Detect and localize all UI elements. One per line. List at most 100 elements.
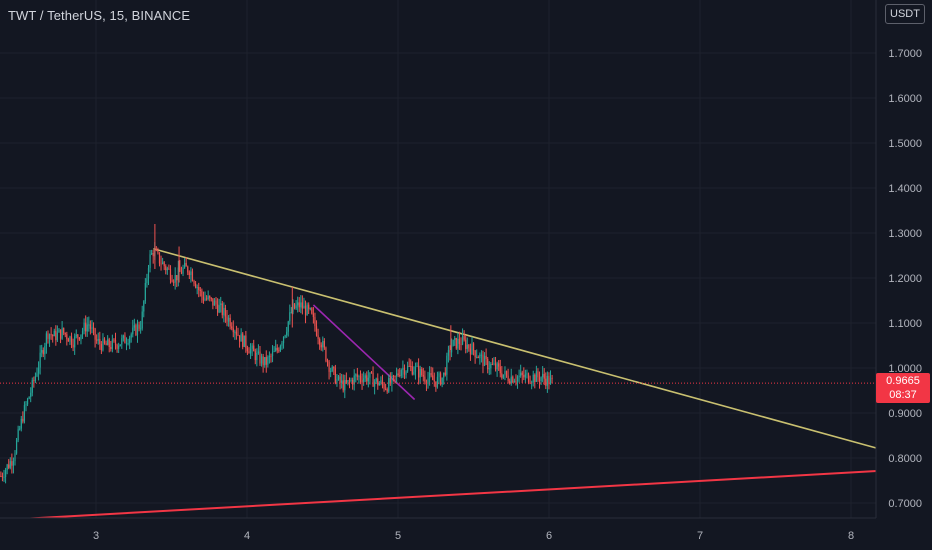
candle-body — [20, 418, 22, 429]
candle-body — [540, 377, 542, 382]
candle-body — [215, 300, 217, 305]
candle-body — [58, 329, 60, 333]
candle-body — [179, 267, 181, 272]
candle-body — [534, 374, 536, 382]
candle-body — [23, 405, 26, 422]
candle-body — [4, 470, 7, 478]
candle-body — [295, 305, 297, 309]
candles[interactable] — [0, 224, 553, 484]
candle-body — [347, 380, 349, 383]
candle-body — [322, 340, 324, 348]
candle-body — [336, 379, 338, 384]
candle-body — [469, 348, 472, 355]
candle-body — [74, 336, 76, 348]
candle-body — [213, 300, 216, 306]
candle-body — [119, 344, 121, 347]
candle-body — [61, 327, 63, 339]
candle-body — [267, 356, 269, 365]
candle-body — [289, 312, 291, 322]
candle-body — [421, 368, 423, 375]
candle-body — [524, 374, 526, 378]
candle-body — [31, 380, 33, 393]
candle-body — [205, 298, 208, 300]
candle-body — [248, 351, 250, 354]
candle-body — [14, 453, 16, 462]
candle-body — [171, 279, 173, 282]
candle-body — [518, 375, 520, 377]
candle-body — [505, 371, 508, 376]
candle-body — [1, 476, 4, 478]
candle-body — [303, 305, 305, 309]
symbol-title[interactable]: TWT / TetherUS, 15, BINANCE — [8, 8, 191, 23]
candle-body — [36, 373, 38, 377]
trendline-lower[interactable] — [0, 470, 877, 522]
candle-body — [6, 464, 8, 471]
candle-body — [424, 376, 426, 382]
candle-body — [262, 356, 264, 366]
candle-body — [369, 372, 371, 378]
candle-body — [69, 336, 71, 342]
candle-body — [414, 366, 417, 372]
y-tick-label: 1.2000 — [888, 273, 922, 285]
x-tick-label: 7 — [697, 530, 703, 542]
candle-body — [465, 339, 467, 349]
price-scale-panel[interactable] — [876, 0, 932, 518]
candle-body — [449, 350, 451, 353]
candle-body — [494, 363, 497, 370]
candle-body — [220, 303, 222, 306]
candle-body — [444, 372, 446, 375]
candle-body — [124, 335, 126, 344]
candle-body — [297, 302, 299, 306]
candle-body — [438, 373, 440, 377]
candle-body — [143, 301, 145, 312]
candle-body — [53, 330, 55, 337]
candle-body — [521, 372, 523, 375]
candle-body — [232, 328, 234, 333]
candle-body — [26, 398, 29, 405]
candle-body — [210, 297, 212, 299]
candle-body — [70, 336, 73, 345]
candle-body — [132, 327, 134, 335]
trendline-upper[interactable] — [153, 247, 877, 449]
candle-body — [496, 363, 498, 370]
trendlines[interactable] — [0, 247, 877, 522]
candle-body — [416, 365, 418, 367]
candle-body — [202, 296, 205, 301]
candle-body — [223, 307, 225, 316]
candle-body — [147, 268, 150, 279]
candle-body — [408, 365, 410, 367]
candle-body — [396, 373, 398, 377]
candle-body — [504, 371, 506, 375]
y-tick-label: 1.7000 — [888, 48, 922, 60]
candle-body — [227, 317, 230, 322]
candle-body — [394, 375, 396, 377]
candle-body — [403, 367, 406, 375]
candle-body — [306, 304, 308, 316]
y-tick-label: 1.3000 — [888, 228, 922, 240]
candle-body — [400, 370, 402, 376]
candle-body — [293, 303, 296, 309]
candle-body — [86, 324, 88, 332]
candle-body — [100, 344, 102, 351]
candle-body — [146, 278, 148, 283]
candle-body — [75, 334, 77, 337]
candle-body — [151, 252, 153, 255]
candle-body — [37, 367, 40, 374]
candle-body — [249, 348, 252, 354]
currency-badge[interactable]: USDT — [885, 4, 925, 24]
time-scale-panel[interactable] — [0, 518, 876, 550]
candle-body — [273, 350, 275, 352]
candle-body — [529, 382, 531, 384]
candle-body — [359, 376, 362, 380]
candle-body — [72, 344, 74, 348]
candle-body — [480, 354, 483, 356]
candle-body — [468, 344, 470, 349]
candle-body — [99, 338, 101, 345]
candle-body — [162, 262, 164, 265]
candle-body — [458, 338, 461, 344]
candle-body — [510, 376, 512, 384]
candle-body — [116, 344, 118, 349]
trendline-short[interactable] — [312, 304, 416, 401]
candle-body — [83, 322, 85, 331]
